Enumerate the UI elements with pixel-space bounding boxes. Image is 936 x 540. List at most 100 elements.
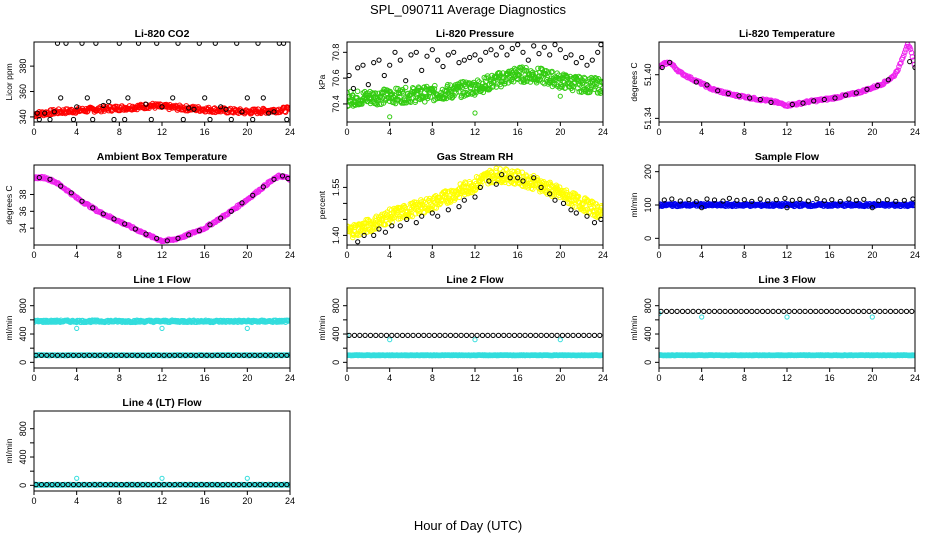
data-layer — [347, 332, 603, 359]
data-point — [230, 352, 237, 358]
data-point — [433, 205, 440, 211]
data-point — [218, 215, 224, 221]
x-tick-label: 4 — [699, 250, 704, 260]
data-point — [442, 188, 449, 194]
data-point — [736, 93, 742, 99]
data-series — [34, 42, 290, 122]
data-point — [408, 52, 414, 58]
data-point — [693, 199, 699, 205]
data-point — [704, 196, 710, 202]
data-point — [453, 332, 459, 338]
data-point — [191, 106, 197, 112]
data-point — [387, 337, 393, 343]
data-point — [850, 308, 856, 314]
data-point — [522, 332, 528, 338]
data-point — [150, 482, 157, 488]
data-point — [699, 205, 705, 211]
data-point — [845, 308, 851, 314]
data-point — [733, 308, 739, 314]
data-point — [560, 78, 566, 85]
y-axis-label: kPa — [317, 74, 327, 89]
x-tick-label: 8 — [117, 373, 122, 383]
data-point — [220, 352, 226, 358]
data-point — [108, 352, 114, 358]
data-point — [674, 308, 680, 314]
data-point — [568, 52, 574, 58]
data-point — [495, 332, 502, 338]
data-point — [220, 482, 226, 488]
data-point — [559, 332, 566, 338]
data-point — [445, 52, 451, 58]
data-point — [182, 482, 189, 488]
data-point — [266, 110, 272, 116]
data-point — [442, 332, 448, 338]
x-tick-label: 12 — [157, 250, 167, 260]
x-tick-label: 8 — [117, 127, 122, 137]
data-point — [560, 200, 567, 206]
data-point — [76, 352, 82, 358]
data-point — [814, 196, 820, 202]
data-point — [156, 352, 162, 358]
y-tick-label: 0 — [643, 360, 653, 365]
data-point — [424, 53, 430, 59]
data-point — [198, 482, 205, 488]
data-point — [552, 197, 558, 203]
data-point — [559, 84, 565, 90]
data-point — [260, 184, 266, 190]
data-point — [286, 106, 290, 112]
data-point — [34, 481, 37, 487]
data-point — [397, 57, 403, 63]
data-point — [765, 308, 771, 314]
data-point — [451, 49, 457, 55]
data-point — [365, 82, 371, 88]
data-point — [244, 95, 250, 101]
data-point — [166, 352, 173, 358]
data-point — [440, 63, 446, 70]
y-tick-label: 340 — [18, 109, 28, 124]
data-point — [503, 166, 509, 172]
data-point — [861, 308, 867, 314]
data-point — [230, 482, 237, 488]
data-point — [278, 352, 285, 358]
data-point — [97, 482, 103, 488]
data-point — [876, 198, 882, 204]
data-point — [775, 308, 782, 314]
data-point — [361, 232, 367, 238]
data-point — [34, 352, 39, 358]
data-point — [596, 78, 603, 85]
x-tick-label: 8 — [430, 250, 435, 260]
data-point — [536, 51, 542, 57]
data-point — [193, 352, 199, 358]
data-point — [447, 332, 454, 338]
data-point — [49, 352, 55, 358]
data-point — [228, 116, 234, 122]
data-point — [407, 98, 413, 105]
data-point — [425, 206, 431, 212]
data-point — [410, 332, 416, 338]
data-point — [784, 314, 790, 320]
data-point — [887, 308, 894, 314]
data-point — [493, 168, 499, 174]
data-point — [477, 184, 483, 190]
data-point — [84, 95, 90, 101]
data-point — [70, 116, 77, 122]
data-point — [843, 92, 849, 98]
data-point — [399, 332, 406, 338]
data-point — [898, 308, 904, 314]
data-point — [397, 223, 403, 229]
x-tick-label: 4 — [387, 250, 392, 260]
x-tick-label: 12 — [470, 250, 480, 260]
data-point — [284, 482, 290, 488]
data-point — [159, 475, 165, 481]
data-point — [140, 352, 146, 358]
data-point — [727, 308, 734, 314]
data-point — [738, 308, 744, 314]
panel-title: Line 2 Flow — [446, 274, 504, 286]
data-point — [586, 332, 592, 338]
y-tick-label: 34 — [18, 223, 28, 233]
data-point — [493, 52, 499, 58]
data-point — [350, 85, 356, 92]
data-point — [757, 96, 763, 103]
data-point — [202, 95, 208, 101]
